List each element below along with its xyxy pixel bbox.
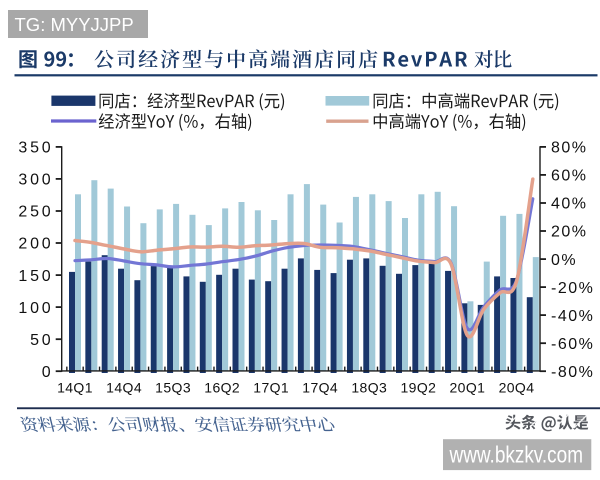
svg-text:17Q1: 17Q1 xyxy=(253,379,289,395)
svg-text:50: 50 xyxy=(30,332,53,349)
svg-text:14Q4: 14Q4 xyxy=(106,379,142,395)
svg-text:20Q1: 20Q1 xyxy=(449,379,485,395)
svg-text:www.bkzkv.com: www.bkzkv.com xyxy=(449,442,583,468)
svg-text:200: 200 xyxy=(18,236,53,253)
svg-text:80%: 80% xyxy=(551,140,588,157)
svg-text:-40%: -40% xyxy=(551,308,594,325)
svg-text:14Q1: 14Q1 xyxy=(57,379,93,395)
svg-text:19Q2: 19Q2 xyxy=(400,379,436,395)
svg-text:17Q4: 17Q4 xyxy=(302,379,338,395)
svg-text:18Q3: 18Q3 xyxy=(351,379,387,395)
svg-text:300: 300 xyxy=(18,172,53,189)
svg-text:16Q2: 16Q2 xyxy=(204,379,240,395)
svg-text:20Q4: 20Q4 xyxy=(499,379,535,395)
svg-text:15Q3: 15Q3 xyxy=(155,379,191,395)
svg-text:250: 250 xyxy=(18,204,53,221)
svg-text:-20%: -20% xyxy=(551,280,594,297)
svg-text:150: 150 xyxy=(18,268,53,285)
svg-text:60%: 60% xyxy=(551,168,588,185)
svg-text:20%: 20% xyxy=(551,224,588,241)
svg-text:350: 350 xyxy=(18,140,53,157)
svg-text:40%: 40% xyxy=(551,196,588,213)
svg-text:100: 100 xyxy=(18,300,53,317)
svg-text:0%: 0% xyxy=(551,252,577,269)
svg-text:TG: MYYJJPP: TG: MYYJJPP xyxy=(15,14,134,35)
svg-text:-60%: -60% xyxy=(551,336,594,353)
svg-text:0: 0 xyxy=(42,364,54,381)
svg-text:-80%: -80% xyxy=(551,364,594,381)
